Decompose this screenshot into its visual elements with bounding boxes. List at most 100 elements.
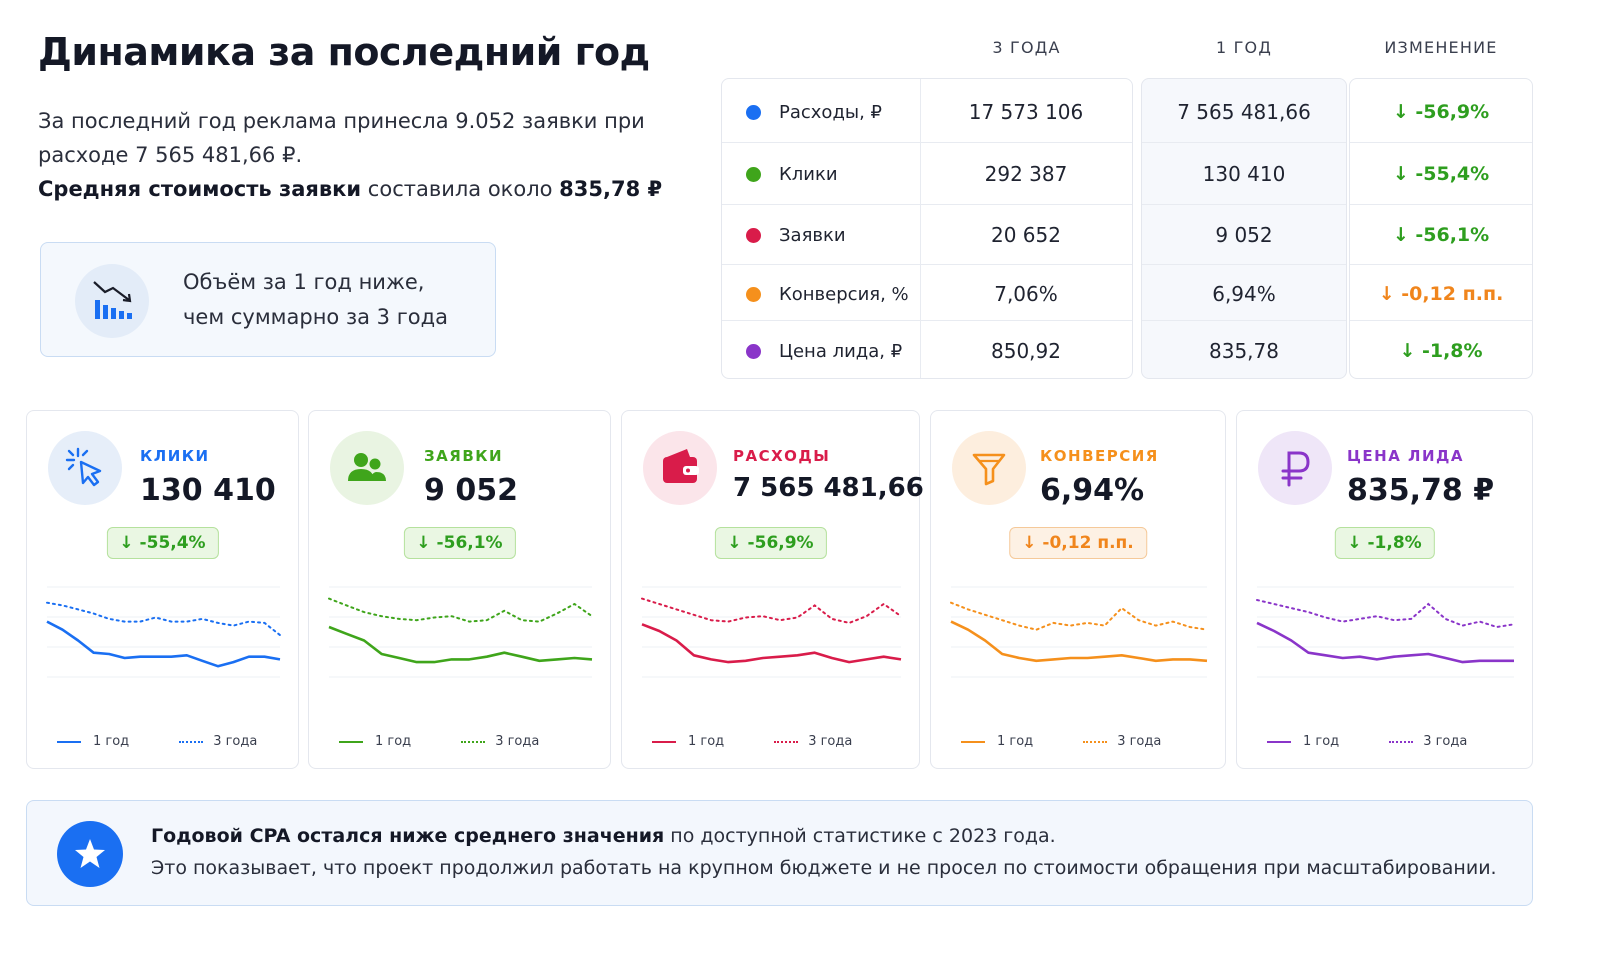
series-3-years-line <box>1256 599 1515 629</box>
table-change-panel: ↓ -56,9% ↓ -55,4% ↓ -56,1% ↓ -0,12 п.п. ↓ -1… <box>1349 78 1533 379</box>
star-icon <box>57 821 123 887</box>
value-3-years: 17 573 106 <box>968 100 1084 124</box>
value-change: ↓ -56,9% <box>1392 101 1490 123</box>
series-3-years-line <box>46 601 281 637</box>
row-divider <box>1350 142 1532 143</box>
column-header-change: ИЗМЕНЕНИЕ <box>1384 38 1498 57</box>
row-divider <box>1350 264 1532 265</box>
card-value: 835,78 ₽ <box>1347 473 1495 508</box>
value-1-year: 130 410 <box>1202 162 1286 186</box>
legend-1-year: 1 год <box>688 734 725 749</box>
funnel-icon <box>952 431 1026 505</box>
card-value: 7 565 481,66 ₽ <box>733 473 951 503</box>
card-label: ЦЕНА ЛИДА <box>1347 447 1465 465</box>
legend-solid-swatch <box>57 740 81 743</box>
ruble-icon <box>1258 431 1332 505</box>
table-left-panel: Расходы, ₽ 17 573 106 Клики 292 387 Заявки 20… <box>721 78 1133 379</box>
legend-1-year: 1 год <box>997 734 1034 749</box>
row-divider <box>1350 320 1532 321</box>
table-row-label: Конверсия, % <box>722 265 920 323</box>
page-title: Динамика за последний год <box>38 30 650 74</box>
table-row-label: Заявки <box>722 206 920 264</box>
chart-legend: 1 год 3 года <box>1267 734 1467 749</box>
change-badge: ↓ -0,12 п.п. <box>1009 527 1147 559</box>
metric-dot-icon <box>746 343 761 359</box>
legend-1-year: 1 год <box>93 734 130 749</box>
table-row-label: Цена лида, ₽ <box>722 322 920 380</box>
value-change: ↓ -56,1% <box>1392 224 1490 246</box>
value-1-year: 6,94% <box>1212 282 1276 306</box>
metric-name: Расходы, ₽ <box>779 101 882 123</box>
legend-3-years: 3 года <box>808 734 853 749</box>
value-1-year: 9 052 <box>1215 223 1273 247</box>
trend-chart <box>46 586 281 678</box>
table-row-label: Расходы, ₽ <box>722 83 920 141</box>
callout-line-2: чем суммарно за 3 года <box>183 305 448 329</box>
summary-line-1: За последний год реклама принесла 9.052 … <box>38 109 645 133</box>
card-label: РАСХОДЫ <box>733 447 831 465</box>
table-row-label: Клики <box>722 145 920 203</box>
metric-card-4: КОНВЕРСИЯ 6,94% ↓ -0,12 п.п. 1 год 3 года <box>930 410 1226 769</box>
value-1-year: 835,78 <box>1209 339 1279 363</box>
card-value: 130 410 <box>140 473 276 508</box>
summary-mid: составила около <box>361 177 560 201</box>
legend-dotted-swatch <box>1083 740 1108 743</box>
metric-dot-icon <box>746 227 761 243</box>
value-3-years: 7,06% <box>994 282 1058 306</box>
value-3-years: 292 387 <box>984 162 1068 186</box>
metric-dot-icon <box>746 286 761 302</box>
series-1-year-line <box>950 620 1208 663</box>
row-divider <box>722 204 1132 205</box>
value-1-year: 7 565 481,66 <box>1177 100 1311 124</box>
row-divider <box>722 320 1132 321</box>
chart-legend: 1 год 3 года <box>339 734 539 749</box>
metric-card-2: ЗАЯВКИ 9 052 ↓ -56,1% 1 год 3 года <box>308 410 611 769</box>
volume-callout: Объём за 1 год ниже, чем суммарно за 3 г… <box>40 242 496 357</box>
row-divider <box>722 264 1132 265</box>
legend-dotted-swatch <box>774 740 799 743</box>
series-3-years-line <box>328 597 593 623</box>
value-change: ↓ -1,8% <box>1399 340 1483 362</box>
card-value: 6,94% <box>1040 473 1145 508</box>
row-divider <box>1142 264 1346 265</box>
trend-chart <box>950 586 1208 678</box>
metric-name: Конверсия, % <box>779 283 909 305</box>
card-label: ЗАЯВКИ <box>424 447 504 465</box>
metric-name: Цена лида, ₽ <box>779 340 903 362</box>
summary-line-2: расходе 7 565 481,66 ₽. <box>38 143 303 167</box>
row-divider <box>1142 142 1346 143</box>
summary-line-3: Средняя стоимость заявки составила около… <box>38 172 678 206</box>
table-1-year-panel: 7 565 481,66 130 410 9 052 6,94% 835,78 <box>1141 78 1347 379</box>
change-badge: ↓ -56,9% <box>714 527 827 559</box>
note-bold: Годовой CPA остался ниже среднего значен… <box>151 825 665 847</box>
legend-solid-swatch <box>1267 740 1291 743</box>
change-badge: ↓ -1,8% <box>1334 527 1435 559</box>
card-label: КОНВЕРСИЯ <box>1040 447 1159 465</box>
legend-solid-swatch <box>652 740 676 743</box>
legend-solid-swatch <box>961 740 985 743</box>
cursor-click-icon <box>48 431 122 505</box>
series-3-years-line <box>641 597 902 624</box>
metric-dot-icon <box>746 166 761 182</box>
summary-value: 835,78 ₽ <box>559 177 663 201</box>
series-1-year-line <box>328 625 593 664</box>
card-value: 9 052 <box>424 473 518 508</box>
series-3-years-line <box>950 601 1208 631</box>
wallet-icon <box>643 431 717 505</box>
cpa-note: Годовой CPA остался ниже среднего значен… <box>26 800 1533 906</box>
legend-3-years: 3 года <box>1423 734 1468 749</box>
legend-1-year: 1 год <box>375 734 412 749</box>
series-1-year-line <box>46 620 281 668</box>
legend-3-years: 3 года <box>1117 734 1162 749</box>
trend-chart <box>641 586 902 678</box>
metric-name: Клики <box>779 163 838 185</box>
metric-name: Заявки <box>779 224 846 246</box>
chart-legend: 1 год 3 года <box>652 734 852 749</box>
column-header-1-year: 1 ГОД <box>1215 38 1273 57</box>
metric-card-5: ЦЕНА ЛИДА 835,78 ₽ ↓ -1,8% 1 год 3 года <box>1236 410 1533 769</box>
series-1-year-line <box>641 623 902 664</box>
metric-card-1: КЛИКИ 130 410 ↓ -55,4% 1 год 3 года <box>26 410 299 769</box>
note-line-1: Годовой CPA остался ниже среднего значен… <box>151 825 1056 847</box>
change-badge: ↓ -55,4% <box>106 527 219 559</box>
summary-text: За последний год реклама принесла 9.052 … <box>38 104 678 206</box>
